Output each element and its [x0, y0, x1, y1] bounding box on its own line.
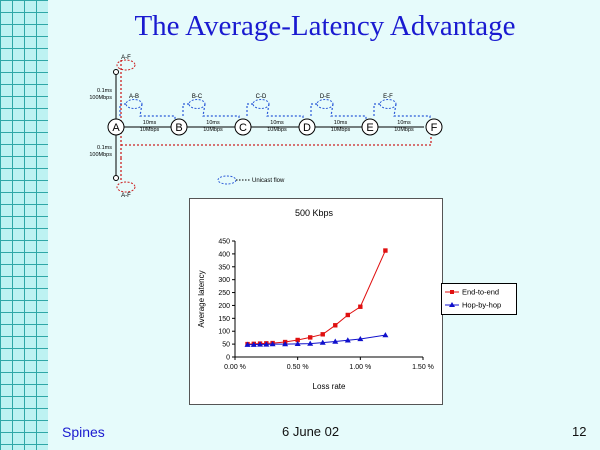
point-hop-by-hop — [282, 341, 289, 347]
y-tick-label: 100 — [218, 329, 230, 336]
point-end-to-end — [358, 304, 363, 309]
point-hop-by-hop — [382, 332, 389, 338]
chart-ylabel: Average latency — [197, 270, 206, 327]
footer-date: 6 June 02 — [282, 424, 340, 439]
link-label: 10ms 10Mbps — [203, 120, 223, 133]
footer-left: Spines — [62, 424, 105, 440]
y-tick-label: 450 — [218, 239, 230, 246]
y-tick-label: 350 — [218, 264, 230, 271]
chart-panel: 500 Kbps 0 50 100 150 200 250 300 350 400 450 0.00… — [189, 198, 443, 405]
flow-path-a-b — [119, 103, 176, 119]
flow-path-c-d — [246, 103, 304, 119]
flow-oval-e-f — [379, 99, 397, 109]
node-label-c: C — [239, 122, 247, 134]
flow-label-af-bottom: A-F — [121, 193, 131, 199]
node-c — [234, 118, 252, 136]
point-hop-by-hop — [257, 341, 264, 347]
point-hop-by-hop — [332, 338, 339, 344]
flow-label-b-c: B-C — [192, 94, 203, 100]
flow-oval-b-c — [188, 99, 206, 109]
node-e — [361, 118, 379, 136]
point-end-to-end — [333, 323, 338, 328]
flow-oval-af-bottom — [116, 181, 136, 193]
flow-label-af-top: A-F — [121, 55, 131, 61]
flow-path-d-e — [310, 103, 367, 119]
y-tick-label: 50 — [222, 342, 230, 349]
x-tick-label: 1.00 % — [349, 364, 371, 371]
legend-marker-hop-by-hop — [449, 302, 455, 307]
access-label-bottom: 0.1ms 100Mbps — [89, 145, 112, 158]
flow-oval-c-d — [252, 99, 270, 109]
node-b — [170, 118, 188, 136]
link-label: 10ms 10Mbps — [267, 120, 287, 133]
page-number: 12 — [572, 424, 587, 439]
point-end-to-end — [383, 248, 388, 253]
point-hop-by-hop — [357, 335, 364, 342]
access-end-top — [113, 69, 119, 75]
flow-path-e-f — [373, 103, 431, 119]
point-end-to-end — [345, 312, 350, 318]
point-hop-by-hop — [319, 339, 326, 345]
flow-oval-d-e — [316, 99, 334, 109]
chart-xlabel: Loss rate — [313, 382, 346, 391]
flow-label-d-e: D-E — [320, 94, 330, 100]
point-hop-by-hop — [269, 341, 276, 347]
link-label: 10ms 10Mbps — [331, 120, 351, 133]
link-label: 10ms 10Mbps — [140, 120, 160, 133]
point-end-to-end — [308, 335, 313, 340]
y-tick-label: 0 — [226, 355, 230, 362]
flow-label-c-d: C-D — [256, 94, 267, 100]
link-label: 10ms 10Mbps — [394, 120, 414, 133]
node-f — [425, 118, 443, 136]
network-diagram: A-B B-C C-D D-E E-F A B C D E F 10ms 10Mbps 10ms 10M… — [89, 55, 443, 199]
flow-oval-a-b — [125, 99, 143, 109]
point-hop-by-hop — [344, 337, 351, 343]
legend-marker-end-to-end — [450, 290, 454, 294]
flow-label-e-f: E-F — [383, 94, 393, 100]
point-hop-by-hop — [294, 340, 301, 347]
node-label-d: D — [303, 122, 311, 134]
left-grid-decoration — [0, 0, 48, 450]
flow-path-b-c — [182, 103, 240, 119]
access-label-top: 0.1ms 100Mbps — [89, 88, 112, 101]
legend-label-end-to-end: End-to-end — [462, 288, 499, 297]
chart-title: 500 Kbps — [295, 208, 334, 218]
x-tick-label: 0.00 % — [224, 364, 246, 371]
node-d — [298, 118, 316, 136]
y-tick-label: 400 — [218, 251, 230, 258]
x-tick-label: 0.50 % — [287, 364, 309, 371]
slide-title: The Average-Latency Advantage — [134, 10, 516, 42]
point-hop-by-hop — [250, 341, 257, 347]
node-label-f: F — [431, 122, 438, 134]
node-label-b: B — [175, 122, 182, 134]
point-hop-by-hop — [307, 340, 314, 346]
point-hop-by-hop — [244, 341, 251, 347]
flow-label-a-b: A-B — [129, 94, 139, 100]
flow-paths-hop — [119, 103, 431, 119]
chart-legend: End-to-end Hop-by-hop — [441, 283, 517, 315]
point-end-to-end — [295, 337, 300, 343]
y-tick-label: 300 — [218, 277, 230, 284]
point-hop-by-hop — [263, 341, 270, 347]
node-a — [107, 118, 125, 136]
latency-chart: 500 Kbps 0 50 100 150 200 250 300 350 400 450 0.00… — [197, 208, 434, 391]
y-tick-label: 150 — [218, 316, 230, 323]
x-tick-label: 1.50 % — [412, 364, 434, 371]
access-end-bottom — [113, 175, 119, 181]
node-label-e: E — [366, 122, 373, 134]
legend-label: Unicast flow — [252, 178, 285, 184]
legend-oval — [217, 175, 237, 185]
node-label-a: A — [112, 122, 120, 134]
series-line-end-to-end — [247, 250, 386, 345]
legend-label-hop-by-hop: Hop-by-hop — [462, 301, 501, 310]
point-end-to-end — [320, 332, 325, 337]
flow-oval-af-top — [116, 59, 136, 71]
y-tick-label: 200 — [218, 303, 230, 310]
y-tick-label: 250 — [218, 290, 230, 297]
